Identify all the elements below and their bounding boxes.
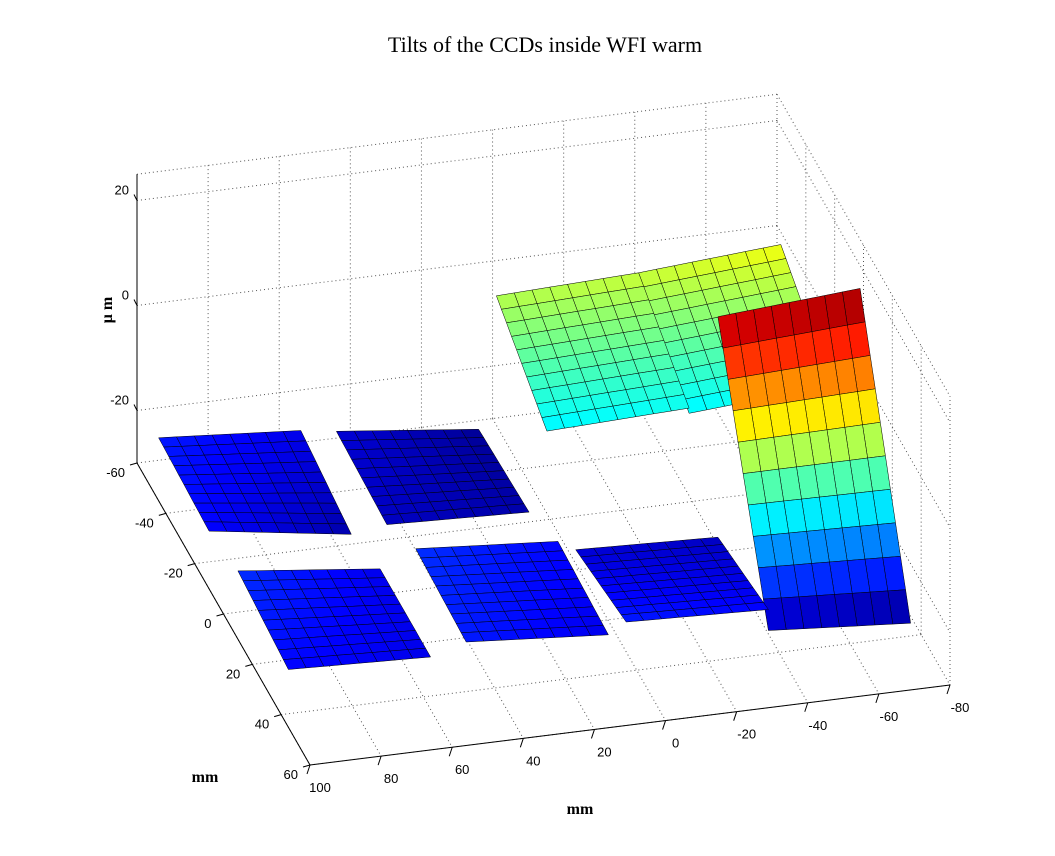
ccd-surface [575,536,769,623]
z-tick-label: 20 [115,183,129,198]
z-tick-mark [133,194,138,201]
y-tick-label: -60 [106,465,125,480]
x-tick-mark [804,702,809,712]
y-tick-mark [274,714,282,718]
x-tick-label: -60 [880,709,899,724]
ccd-surface-cell [683,395,708,414]
x-tick-label: -80 [951,700,970,715]
x-axis-line [309,684,951,766]
y-tick-label: -20 [164,566,183,581]
ccd-surface-cell [541,414,565,432]
wall-grid-line [136,120,778,201]
x-tick-label: 40 [526,753,540,768]
y-tick-label: 20 [226,666,240,681]
x-tick-mark [306,764,311,775]
ccd-surface-cell [203,521,228,532]
y-axis-label: mm [192,769,219,786]
y-tick-mark [302,764,311,768]
z-tick-mark [133,404,138,411]
y-tick-mark [216,613,224,617]
y-tick-mark [158,512,166,516]
x-tick-mark [875,693,880,704]
ccd-surface [158,430,352,535]
y-tick-label: 40 [255,717,269,732]
y-tick-mark [129,462,138,466]
x-tick-label: 20 [597,744,611,759]
x-axis-label: mm [567,801,594,818]
ccd-surface [237,568,432,670]
z-tick-label: -20 [110,393,129,408]
ccd-surface-cell [460,631,485,643]
ccd-surface [717,288,911,631]
x-tick-label: -20 [737,727,756,742]
z-axis-label: μ m [99,296,116,323]
ccd-surface [496,272,690,432]
ccd-surface-cell [620,612,645,623]
x-tick-label: 60 [455,762,469,777]
y-tick-label: 60 [284,767,298,782]
x-tick-mark [519,738,524,748]
wall-grid-line [136,93,778,175]
x-tick-label: 80 [384,771,398,786]
x-tick-label: -40 [808,718,827,733]
x-tick-mark [448,747,453,757]
y-tick-label: -40 [135,515,154,530]
x-tick-mark [946,684,951,695]
ccd-surface-cell [381,513,406,525]
y-tick-mark [245,663,253,667]
ccd-surface [335,429,530,525]
ccd-surface-cell [282,657,307,670]
ccd-surfaces [158,244,911,670]
tick-labels: 100 80 60 40 20 0 -20 -40 -60 -80 -60 -40 -20 0 20 40 60… [106,183,969,796]
ccd-surface [415,541,609,643]
x-tick-label: 0 [672,736,679,751]
x-tick-mark [733,711,738,721]
y-tick-label: 0 [204,616,211,631]
ccd-surface-cell [763,597,787,631]
x-tick-label: 100 [309,780,331,795]
chart-title: Tilts of the CCDs inside WFI warm [388,32,702,57]
x-tick-mark [377,755,382,766]
x-tick-mark [590,729,595,739]
z-tick-label: 0 [122,288,129,303]
x-tick-mark [662,720,667,730]
y-tick-mark [187,563,195,567]
z-tick-mark [133,299,138,306]
